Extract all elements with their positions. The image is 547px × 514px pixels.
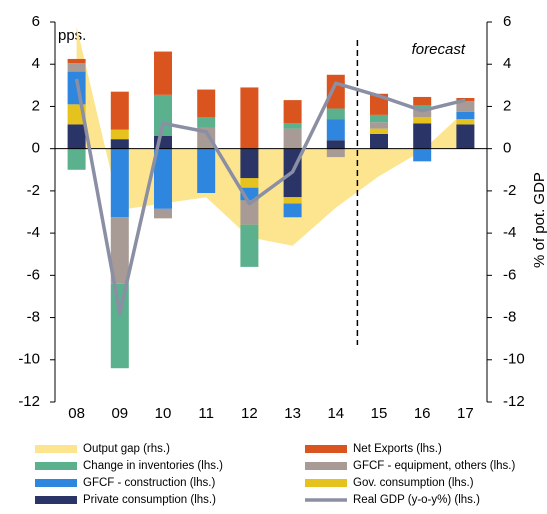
bar-segment <box>283 123 302 129</box>
bar-segment <box>67 124 86 149</box>
bar-segment <box>154 208 172 219</box>
y2-tick-label: 2 <box>503 97 511 114</box>
bar-segment <box>456 111 475 120</box>
bar-segment <box>326 119 345 141</box>
bar-segment <box>197 117 216 128</box>
bar-segment <box>456 98 475 102</box>
bar-segment <box>110 91 129 130</box>
bar-segment <box>67 63 86 72</box>
legend-swatch <box>35 479 77 487</box>
bar-segment <box>456 124 475 149</box>
legend-swatch <box>35 445 77 453</box>
legend-swatch <box>305 445 347 453</box>
bar-segment <box>197 148 216 193</box>
y-tick-label: -8 <box>27 309 40 326</box>
x-tick-label: 16 <box>414 405 431 422</box>
x-tick-label: 08 <box>68 405 85 422</box>
y2-tick-label: -8 <box>503 309 516 326</box>
bar-segment <box>283 128 302 149</box>
bar-segment <box>67 58 86 64</box>
x-tick-label: 10 <box>155 405 172 422</box>
legend-swatch <box>305 479 347 487</box>
bar-segment <box>154 148 172 209</box>
bar-segment <box>370 128 388 134</box>
legend-label: Gov. consumption (lhs.) <box>353 477 474 489</box>
x-tick-label: 12 <box>241 405 258 422</box>
bar-segment <box>413 109 432 117</box>
bar-segment <box>240 87 259 149</box>
bar-segment <box>413 105 432 110</box>
x-tick-label: 13 <box>284 405 301 422</box>
legend-swatch <box>35 496 77 504</box>
x-tick-label: 09 <box>111 405 128 422</box>
bar-segment <box>413 96 432 106</box>
bar-segment <box>110 129 129 140</box>
legend-swatch <box>305 462 347 470</box>
bar-segment <box>326 108 345 120</box>
area <box>76 26 466 246</box>
y2-tick-label: -2 <box>503 182 516 199</box>
line <box>74 78 466 316</box>
y2-tick-label: 0 <box>503 140 511 157</box>
legend-label: Change in inventories (lhs.) <box>83 460 223 472</box>
bar-segment <box>240 200 259 225</box>
y2-tick-label: -12 <box>503 393 525 410</box>
bar-segment <box>283 197 302 204</box>
y-axis-label: pps. <box>58 27 86 44</box>
bar-segment <box>67 148 86 170</box>
bar-segment <box>370 114 388 123</box>
legend-label: Output gap (rhs.) <box>83 443 170 455</box>
bar-segment <box>154 51 172 95</box>
y2-axis-label: % of pot. GDP <box>531 172 547 268</box>
bar-segment <box>283 100 302 124</box>
legend-label: GFCF - construction (lhs.) <box>83 477 215 489</box>
y-tick-label: 2 <box>32 97 40 114</box>
y2-tick-label: 4 <box>503 55 511 72</box>
bar-segment <box>240 148 259 179</box>
bar-segment <box>456 119 475 125</box>
bar-segment <box>326 74 345 109</box>
y2-tick-label: -10 <box>503 351 525 368</box>
x-tick-label: 15 <box>371 405 388 422</box>
bar-segment <box>110 283 129 369</box>
y-tick-label: -10 <box>18 351 40 368</box>
bar-segment <box>413 123 432 149</box>
bar-segment <box>326 148 345 158</box>
bar-segment <box>326 140 345 149</box>
y-tick-label: -12 <box>18 393 40 410</box>
x-tick-label: 14 <box>327 405 344 422</box>
legend-label: Real GDP (y-o-y%) (lhs.) <box>353 494 480 506</box>
y2-tick-label: -4 <box>503 224 516 241</box>
bar-segment <box>413 117 432 124</box>
bar-segment <box>110 148 129 218</box>
x-tick-label: 17 <box>457 405 474 422</box>
bar-segment <box>197 89 216 117</box>
bar-segment <box>370 133 388 149</box>
bar-segment <box>413 148 432 162</box>
y-tick-label: -6 <box>27 266 40 283</box>
annotation: forecast <box>412 41 466 58</box>
legend-label: GFCF - equipment, others (lhs.) <box>353 460 515 472</box>
bar-segment <box>110 139 129 149</box>
legend-swatch <box>35 462 77 470</box>
bar-segment <box>110 217 129 284</box>
y-tick-label: 4 <box>32 55 40 72</box>
legend-label: Net Exports (lhs.) <box>353 443 442 455</box>
bar-segment <box>197 127 216 149</box>
legend-label: Private consumption (lhs.) <box>83 494 216 506</box>
bar-segment <box>456 101 475 112</box>
bar-segment <box>240 178 259 188</box>
bar-segment <box>240 224 259 267</box>
bar-segment <box>283 203 302 218</box>
y2-tick-label: 6 <box>503 13 511 30</box>
y-tick-label: -4 <box>27 224 40 241</box>
y2-tick-label: -6 <box>503 266 516 283</box>
x-tick-label: 11 <box>198 405 214 422</box>
bar-segment <box>370 122 388 129</box>
y-tick-label: 0 <box>32 140 40 157</box>
y-tick-label: 6 <box>32 13 40 30</box>
y-tick-label: -2 <box>27 182 40 199</box>
